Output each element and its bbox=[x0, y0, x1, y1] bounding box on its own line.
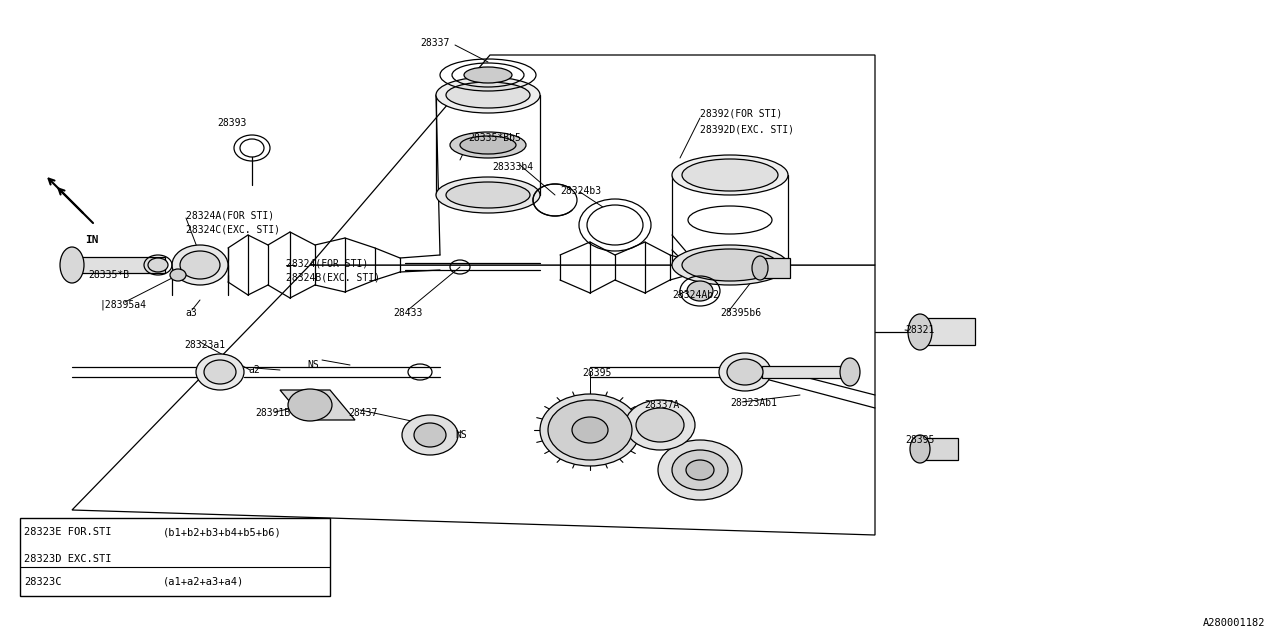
Ellipse shape bbox=[572, 417, 608, 443]
Text: 28391B: 28391B bbox=[255, 408, 291, 418]
Ellipse shape bbox=[682, 249, 778, 281]
Ellipse shape bbox=[540, 394, 640, 466]
Ellipse shape bbox=[840, 358, 860, 386]
Text: 28323E FOR.STI: 28323E FOR.STI bbox=[24, 527, 111, 537]
Ellipse shape bbox=[588, 205, 643, 245]
Polygon shape bbox=[280, 390, 355, 420]
Text: 28323D EXC.STI: 28323D EXC.STI bbox=[24, 554, 111, 564]
Text: (b1+b2+b3+b4+b5+b6): (b1+b2+b3+b4+b5+b6) bbox=[163, 527, 282, 537]
Text: 28335*B: 28335*B bbox=[88, 270, 129, 280]
Polygon shape bbox=[310, 55, 876, 265]
Polygon shape bbox=[72, 265, 876, 535]
Ellipse shape bbox=[204, 360, 236, 384]
Text: 28392(FOR STI): 28392(FOR STI) bbox=[700, 108, 782, 118]
Text: 28333b4: 28333b4 bbox=[492, 162, 534, 172]
FancyBboxPatch shape bbox=[20, 518, 330, 596]
Polygon shape bbox=[762, 366, 850, 378]
Text: A280001182: A280001182 bbox=[1202, 618, 1265, 628]
Ellipse shape bbox=[753, 256, 768, 280]
Polygon shape bbox=[72, 257, 165, 273]
Ellipse shape bbox=[172, 245, 228, 285]
Ellipse shape bbox=[402, 415, 458, 455]
Text: a2: a2 bbox=[248, 365, 260, 375]
Text: 28324Ab2: 28324Ab2 bbox=[672, 290, 719, 300]
Text: 28324b3: 28324b3 bbox=[561, 186, 602, 196]
Text: 28395: 28395 bbox=[905, 435, 934, 445]
Text: 28395b6: 28395b6 bbox=[719, 308, 762, 318]
Ellipse shape bbox=[636, 408, 684, 442]
Ellipse shape bbox=[445, 182, 530, 208]
Text: IN: IN bbox=[84, 235, 99, 245]
Ellipse shape bbox=[910, 435, 931, 463]
Ellipse shape bbox=[241, 139, 264, 157]
Ellipse shape bbox=[658, 440, 742, 500]
Ellipse shape bbox=[196, 354, 244, 390]
Ellipse shape bbox=[727, 359, 763, 385]
Text: 28324A(FOR STI): 28324A(FOR STI) bbox=[186, 210, 274, 220]
Ellipse shape bbox=[180, 251, 220, 279]
Polygon shape bbox=[920, 438, 957, 460]
Text: 28324(FOR STI): 28324(FOR STI) bbox=[285, 258, 369, 268]
Text: (a1+a2+a3+a4): (a1+a2+a3+a4) bbox=[163, 577, 244, 587]
Text: 28393: 28393 bbox=[218, 118, 247, 128]
Text: 28433: 28433 bbox=[393, 308, 422, 318]
Ellipse shape bbox=[682, 159, 778, 191]
Text: 28335*Bb5: 28335*Bb5 bbox=[468, 133, 521, 143]
Text: 28392D(EXC. STI): 28392D(EXC. STI) bbox=[700, 124, 794, 134]
Text: 28323C: 28323C bbox=[24, 577, 61, 587]
Text: a3: a3 bbox=[186, 308, 197, 318]
Polygon shape bbox=[760, 258, 790, 278]
Ellipse shape bbox=[148, 258, 168, 272]
Ellipse shape bbox=[465, 67, 512, 83]
Text: 28324B(EXC. STI): 28324B(EXC. STI) bbox=[285, 273, 380, 283]
Ellipse shape bbox=[908, 314, 932, 350]
Ellipse shape bbox=[60, 247, 84, 283]
Text: 28437: 28437 bbox=[348, 408, 378, 418]
Ellipse shape bbox=[436, 77, 540, 113]
Text: NS: NS bbox=[307, 360, 319, 370]
Text: 28323a1: 28323a1 bbox=[184, 340, 225, 350]
Text: 28337: 28337 bbox=[420, 38, 449, 48]
Ellipse shape bbox=[719, 353, 771, 391]
Ellipse shape bbox=[170, 269, 186, 281]
Ellipse shape bbox=[672, 450, 728, 490]
Ellipse shape bbox=[672, 155, 788, 195]
Text: 28323Ab1: 28323Ab1 bbox=[730, 398, 777, 408]
Ellipse shape bbox=[687, 281, 713, 301]
Ellipse shape bbox=[548, 400, 632, 460]
Ellipse shape bbox=[445, 82, 530, 108]
Ellipse shape bbox=[625, 400, 695, 450]
Ellipse shape bbox=[436, 177, 540, 213]
Text: |28395a4: |28395a4 bbox=[100, 300, 147, 310]
Text: 28337A: 28337A bbox=[644, 400, 680, 410]
Ellipse shape bbox=[451, 132, 526, 158]
Text: NS: NS bbox=[454, 430, 467, 440]
Text: 28321: 28321 bbox=[905, 325, 934, 335]
Ellipse shape bbox=[460, 136, 516, 154]
Text: 28395: 28395 bbox=[582, 368, 612, 378]
Text: 28324C(EXC. STI): 28324C(EXC. STI) bbox=[186, 225, 280, 235]
Ellipse shape bbox=[686, 460, 714, 480]
Ellipse shape bbox=[288, 389, 332, 421]
Ellipse shape bbox=[413, 423, 445, 447]
Polygon shape bbox=[920, 318, 975, 345]
Ellipse shape bbox=[672, 245, 788, 285]
